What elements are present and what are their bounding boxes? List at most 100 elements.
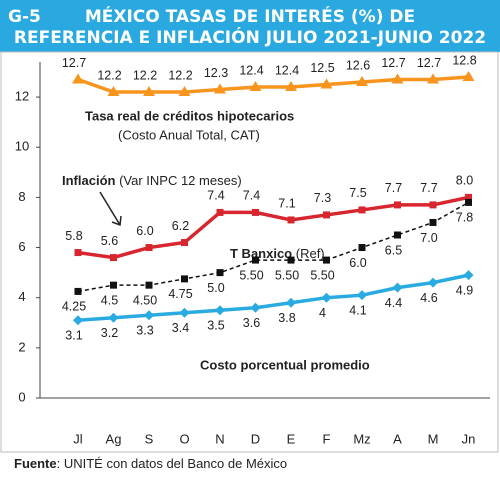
data-label: 3.8 xyxy=(278,311,295,325)
data-label: 5.0 xyxy=(207,281,224,295)
data-label: 5.50 xyxy=(310,268,334,282)
data-label: 12.5 xyxy=(310,61,334,75)
point xyxy=(465,198,472,206)
point xyxy=(287,256,295,264)
point xyxy=(110,254,117,262)
annotation: (Costo Anual Total, CAT) xyxy=(118,127,260,142)
data-label: 12.6 xyxy=(346,58,370,72)
data-label: 12.2 xyxy=(168,68,192,82)
data-label: 12.7 xyxy=(62,56,86,70)
x-tick-label: Jl xyxy=(73,431,83,446)
data-label: 12.7 xyxy=(417,56,441,70)
point xyxy=(286,297,296,308)
title-banner xyxy=(0,0,500,52)
annotation: Inflación xyxy=(62,173,116,188)
data-label: 6.0 xyxy=(136,224,153,238)
data-label: 6.5 xyxy=(385,243,402,257)
point xyxy=(391,73,404,84)
point xyxy=(72,73,84,84)
point xyxy=(358,244,366,252)
point xyxy=(320,78,333,89)
data-label: 5.50 xyxy=(239,268,263,282)
source: Fuente: UNITÉ con datos del Banco de Méx… xyxy=(14,456,287,471)
data-label: 5.8 xyxy=(65,229,82,243)
data-label: 7.3 xyxy=(314,191,331,205)
point xyxy=(287,216,295,224)
x-tick-label: A xyxy=(393,431,402,446)
point xyxy=(215,305,225,316)
annotation: Costo porcentual promedio xyxy=(200,357,370,372)
x-tick-label: Jn xyxy=(462,431,476,446)
point xyxy=(321,292,332,303)
point xyxy=(252,256,259,264)
y-tick-label: 0 xyxy=(18,389,25,404)
point xyxy=(357,290,367,301)
point xyxy=(181,239,188,247)
point xyxy=(394,201,401,209)
point xyxy=(108,312,119,323)
point xyxy=(214,83,226,94)
data-label: 5.6 xyxy=(101,234,118,248)
x-tick-label: E xyxy=(287,431,296,446)
data-label: 12.7 xyxy=(381,56,405,70)
point xyxy=(249,81,262,92)
point xyxy=(356,76,368,87)
data-label: 7.4 xyxy=(243,189,260,203)
data-label: 4.50 xyxy=(133,293,157,307)
x-tick-label: F xyxy=(323,431,331,446)
data-label: 3.6 xyxy=(243,316,260,330)
line xyxy=(77,195,469,260)
x-tick-label: N xyxy=(215,431,224,446)
annotation: T Banxico xyxy=(230,246,292,261)
data-label: 3.4 xyxy=(172,321,189,335)
annotation: Tasa real de créditos hipotecarios xyxy=(85,108,294,123)
data-label: 7.8 xyxy=(456,211,473,225)
data-label: 12.8 xyxy=(452,53,476,67)
point xyxy=(358,206,366,214)
point xyxy=(145,281,153,289)
data-label: 7.7 xyxy=(420,181,437,195)
y-tick-label: 6 xyxy=(18,239,25,254)
y-tick-label: 10 xyxy=(15,139,29,154)
x-tick-label: Ag xyxy=(106,431,122,446)
data-label: 7.4 xyxy=(207,189,224,203)
x-tick-label: D xyxy=(251,431,260,446)
x-tick-label: Mz xyxy=(353,431,370,446)
data-label: 12.3 xyxy=(204,66,228,80)
data-label: 4.1 xyxy=(349,303,366,317)
point xyxy=(73,315,83,326)
point xyxy=(216,208,224,216)
data-label: 4.25 xyxy=(62,300,86,314)
data-label: 4.75 xyxy=(168,287,192,301)
point xyxy=(143,86,155,97)
data-label: 4.5 xyxy=(101,293,118,307)
data-label: 6.0 xyxy=(349,256,366,270)
source: : UNITÉ con datos del Banco de México xyxy=(57,456,288,471)
data-label: 6.2 xyxy=(172,219,189,233)
y-tick-label: 12 xyxy=(15,89,29,104)
point xyxy=(427,73,439,84)
point xyxy=(216,269,224,277)
point xyxy=(463,270,474,281)
point xyxy=(145,244,153,252)
x-tick-label: O xyxy=(179,431,189,446)
arrow xyxy=(99,191,122,227)
point xyxy=(181,275,188,283)
data-label: 4.4 xyxy=(385,296,402,310)
point xyxy=(323,211,330,219)
chart-title: MÉXICO TASAS DE INTERÉS (%) DE xyxy=(85,5,415,27)
point xyxy=(429,201,437,209)
point xyxy=(323,256,330,264)
point xyxy=(392,282,403,293)
data-label: 12.2 xyxy=(133,68,157,82)
data-label: 4 xyxy=(319,306,326,320)
point xyxy=(144,310,154,321)
annotation: (Ref) xyxy=(296,246,325,261)
data-label: 7.1 xyxy=(278,196,295,210)
data-label: 12.4 xyxy=(239,63,263,77)
point xyxy=(462,71,475,82)
annotation: (Var INPC 12 meses) xyxy=(119,173,242,188)
point xyxy=(107,86,120,97)
y-tick-label: 4 xyxy=(18,289,25,304)
